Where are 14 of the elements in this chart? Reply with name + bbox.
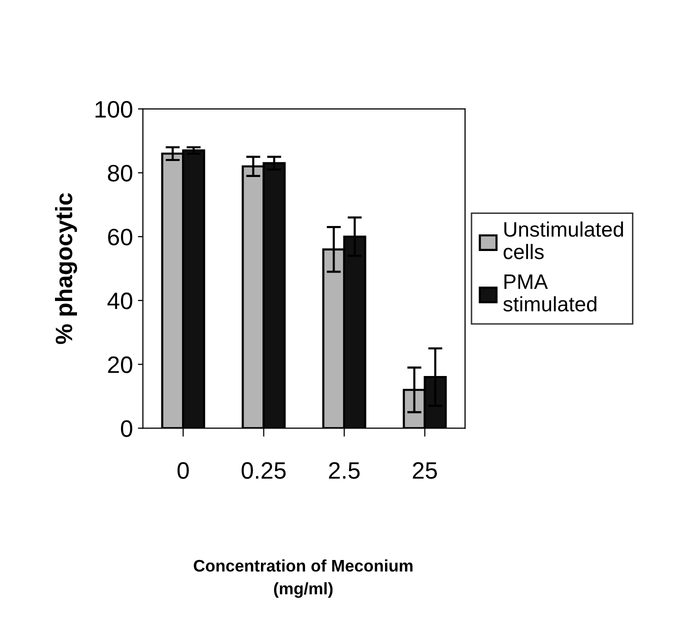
y-tick-label: 60: [108, 228, 132, 246]
y-tick-label: 40: [107, 292, 132, 310]
y-tick-label: 0: [120, 420, 132, 437]
x-tick-label: 0: [178, 462, 189, 479]
x-tick-label: 2.5: [329, 462, 360, 479]
x-tick-label: 25: [412, 462, 437, 479]
legend-label: Unstimulated cells: [504, 221, 623, 260]
y-tick-label: 20: [108, 356, 132, 374]
x-tick-label: 0.25: [242, 462, 286, 479]
text: Concentration of Meconium (mg/ml): [194, 559, 412, 598]
y-tick-label: 100: [96, 100, 132, 118]
legend-label: PMA stimulated: [503, 274, 596, 312]
y-axis-title: % phagocytic: [54, 193, 78, 344]
y-tick-label: 80: [108, 164, 132, 182]
